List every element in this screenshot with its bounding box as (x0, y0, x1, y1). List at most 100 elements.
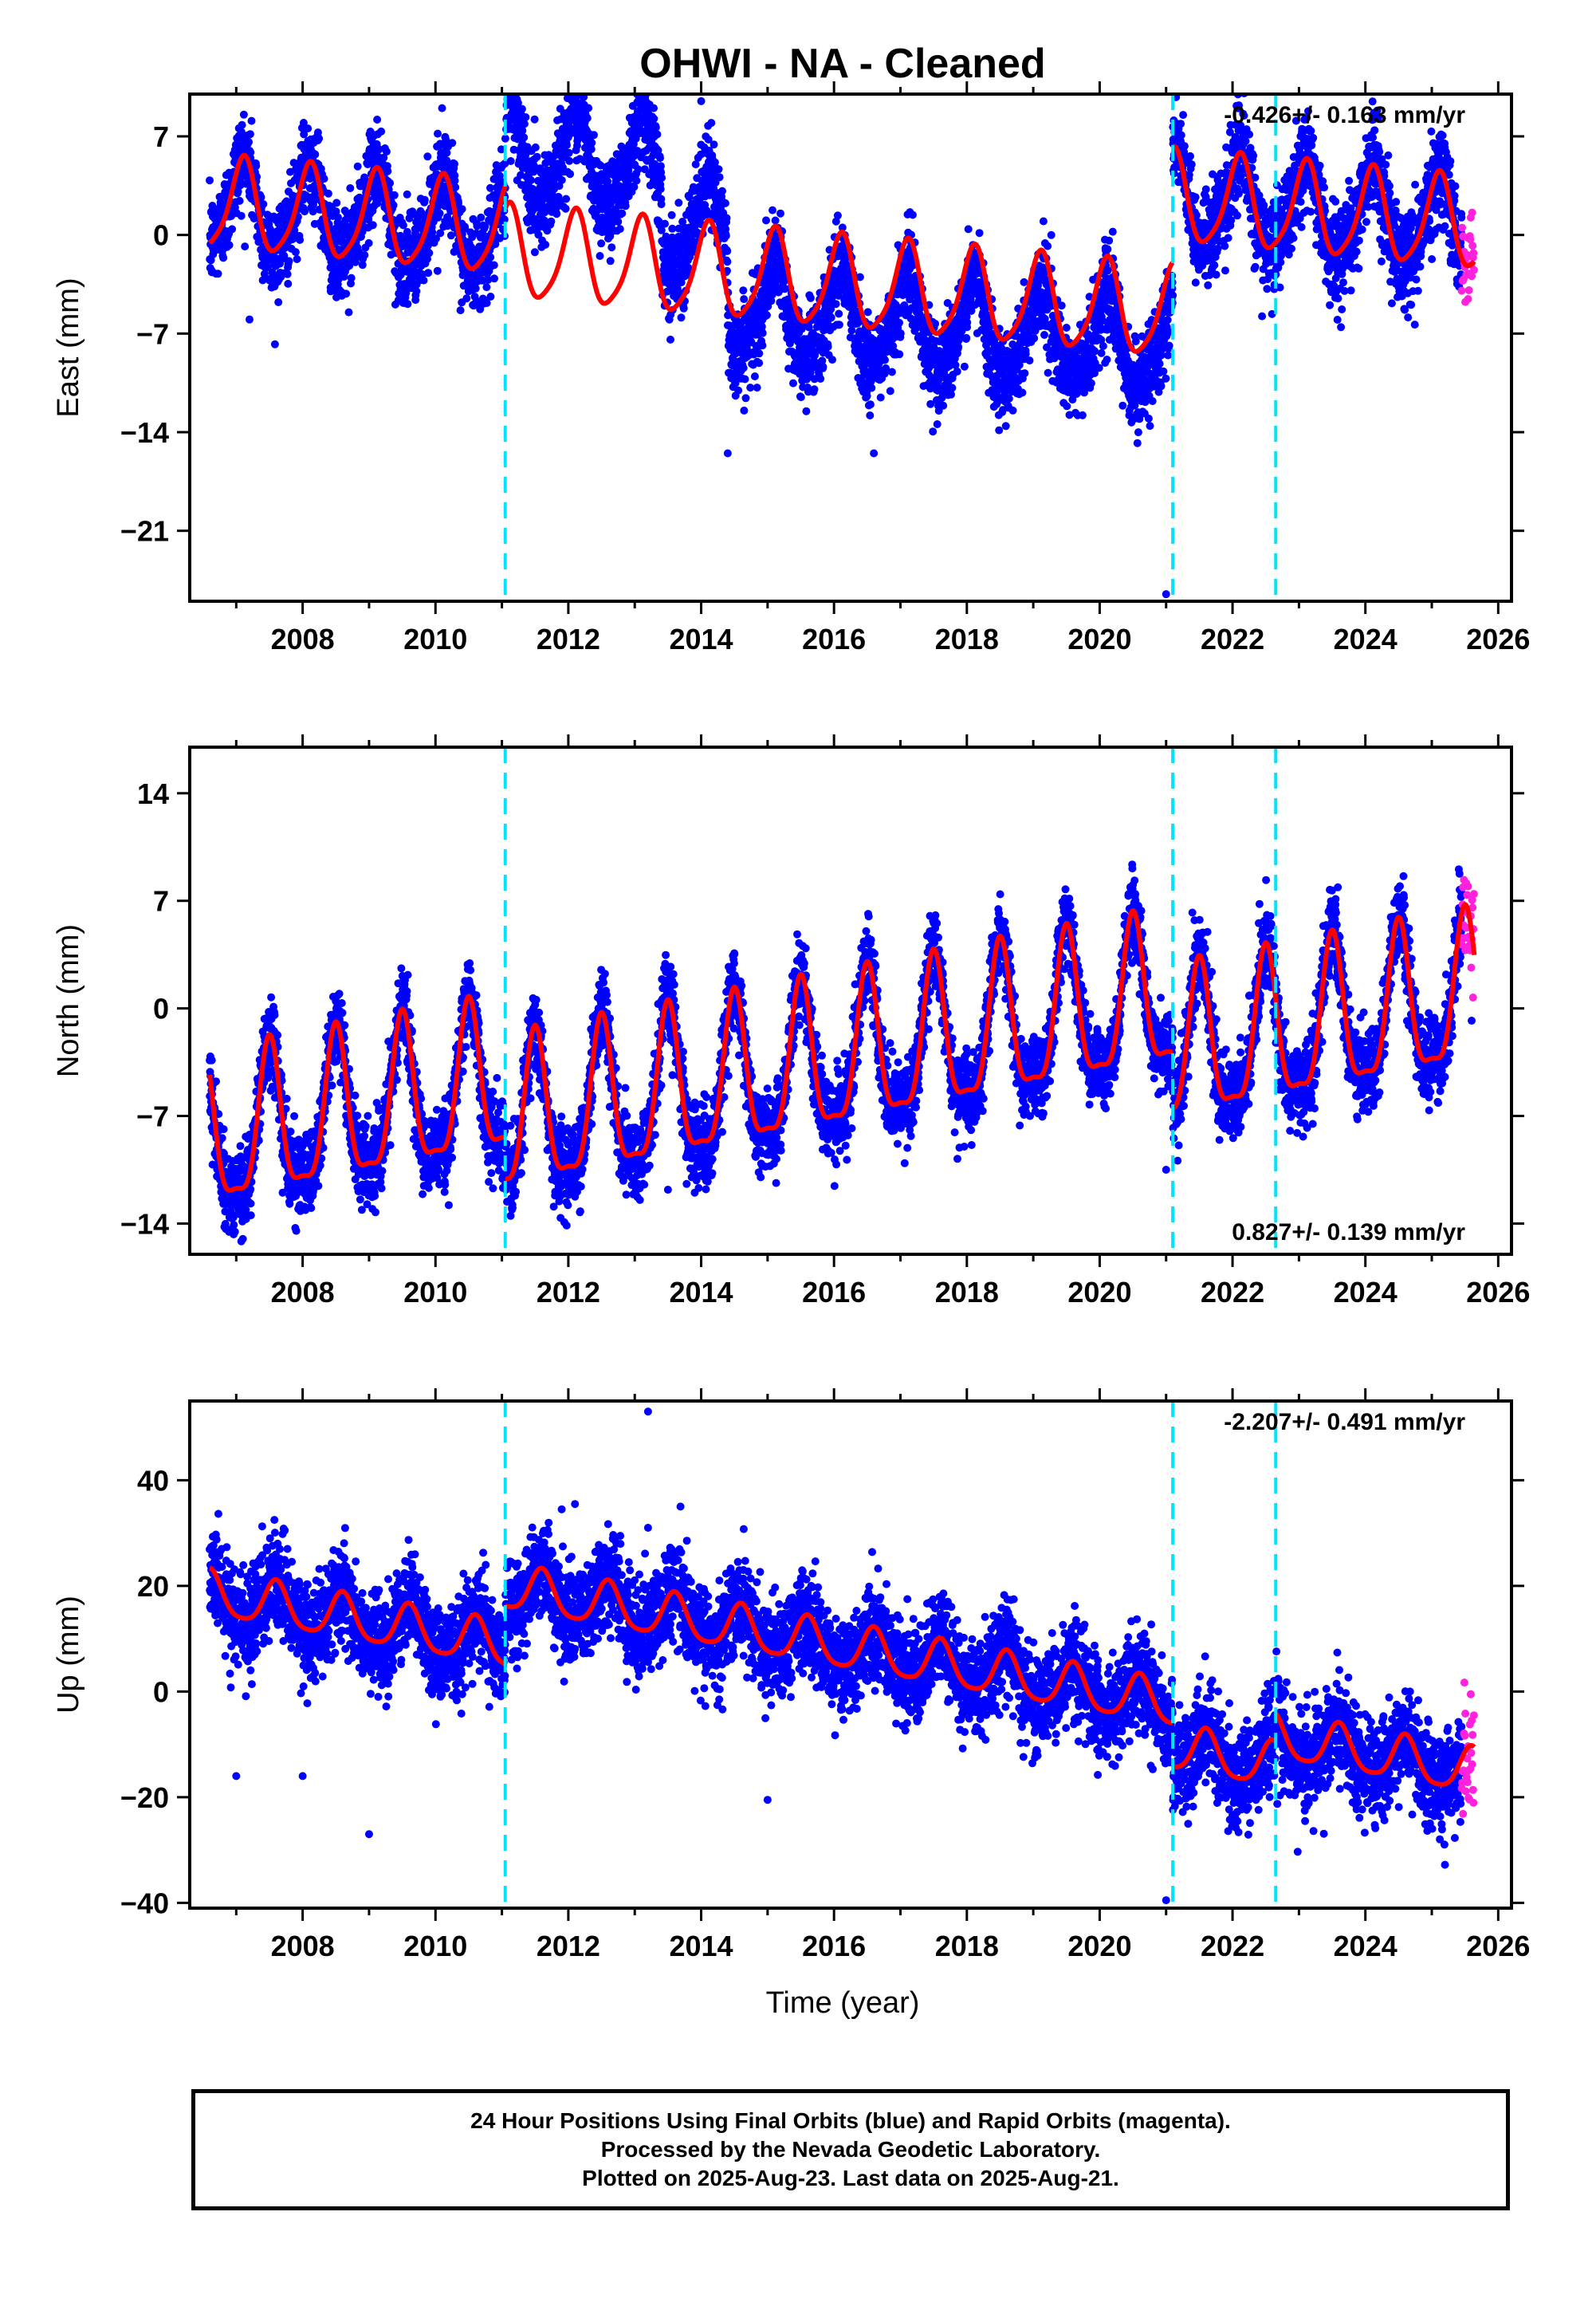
east-data-point (399, 221, 407, 230)
east-data-point (887, 368, 896, 376)
east-data-point (255, 234, 264, 242)
east-data-point (1097, 348, 1106, 357)
east-data-point (358, 261, 367, 270)
east-data-point (569, 80, 577, 88)
east-data-point (435, 209, 444, 218)
east-data-point (534, 230, 543, 239)
east-data-point (721, 231, 730, 240)
east-data-point (1087, 379, 1095, 388)
east-data-point (1008, 406, 1017, 415)
east-data-point (802, 407, 811, 415)
east-data-point (895, 350, 904, 359)
east-data-point (501, 79, 509, 87)
east-data-point (507, 77, 515, 85)
east-data-point (755, 359, 764, 368)
east-data-point (530, 248, 539, 257)
east-data-point (454, 199, 462, 207)
east-data-point (508, 81, 516, 89)
east-data-point (863, 308, 872, 317)
east-data-point (541, 240, 550, 249)
east-data-point (530, 115, 539, 124)
east-data-point (434, 129, 442, 138)
east-data-point (1039, 217, 1048, 226)
east-data-point (304, 124, 313, 133)
east-data-point (824, 342, 832, 351)
east-data-point (299, 119, 308, 127)
east-data-point (241, 242, 250, 251)
east-data-point (565, 156, 574, 165)
east-data-point (280, 251, 289, 260)
east-data-point (714, 165, 723, 174)
east-data-point (424, 269, 433, 277)
east-data-point (547, 217, 556, 226)
east-data-point (847, 326, 856, 335)
east-data-point (481, 222, 489, 230)
east-data-point (471, 284, 480, 293)
east-data-point (504, 76, 512, 84)
east-data-point (667, 211, 676, 219)
east-data-point (933, 420, 941, 428)
east-data-point (819, 362, 827, 371)
east-data-point (597, 239, 606, 248)
east-data-point (674, 199, 683, 207)
east-data-point (740, 406, 749, 415)
east-data-point (247, 116, 256, 125)
east-data-point (630, 183, 639, 191)
east-data-point (831, 300, 840, 309)
east-data-point (324, 189, 332, 198)
east-data-point (1062, 324, 1071, 332)
east-data-point (1001, 422, 1010, 431)
east-data-point (607, 199, 615, 208)
east-data-point (509, 83, 517, 91)
east-data-point (653, 130, 662, 139)
east-data-point (377, 127, 386, 136)
east-data-point (225, 241, 234, 250)
east-data-point (656, 185, 665, 194)
east-data-point (1040, 331, 1048, 339)
east-data-point (521, 113, 530, 121)
east-data-point (561, 204, 570, 213)
east-data-point (450, 247, 458, 256)
east-data-point (283, 270, 292, 278)
east-data-point (239, 110, 248, 119)
east-data-point (741, 394, 750, 403)
east-data-point (238, 120, 246, 129)
east-data-point (386, 179, 395, 187)
east-data-point (1025, 356, 1034, 365)
east-data-point (382, 148, 391, 156)
east-data-point (300, 130, 309, 139)
east-data-point (679, 304, 688, 313)
east-data-point (908, 211, 917, 219)
east-data-point (771, 216, 780, 225)
east-data-point (257, 193, 265, 202)
east-data-point (520, 133, 529, 142)
east-data-point (939, 401, 948, 410)
east-data-point (1030, 334, 1039, 343)
east-data-point (574, 60, 582, 68)
east-data-point (533, 152, 541, 161)
east-data-point (313, 128, 322, 137)
east-data-point (614, 218, 623, 226)
east-data-point (721, 199, 729, 207)
east-data-point (562, 195, 571, 203)
east-data-point (606, 257, 615, 266)
east-data-point (574, 78, 582, 86)
east-data-point (1057, 301, 1066, 310)
east-data-point (632, 176, 641, 185)
east-data-point (570, 77, 578, 85)
east-data-point (505, 60, 513, 68)
east-data-point (723, 246, 732, 255)
east-data-point (284, 279, 293, 288)
east-data-point (590, 131, 598, 140)
east-data-point (633, 147, 642, 155)
east-data-point (517, 104, 526, 113)
east-data-point (448, 139, 457, 148)
east-data-point (835, 321, 843, 329)
east-data-point (618, 209, 627, 218)
east-data-point (762, 311, 771, 320)
east-data-point (506, 157, 515, 165)
east-data-point (634, 165, 643, 174)
east-data-point (806, 293, 815, 302)
east-data-point (270, 340, 279, 348)
